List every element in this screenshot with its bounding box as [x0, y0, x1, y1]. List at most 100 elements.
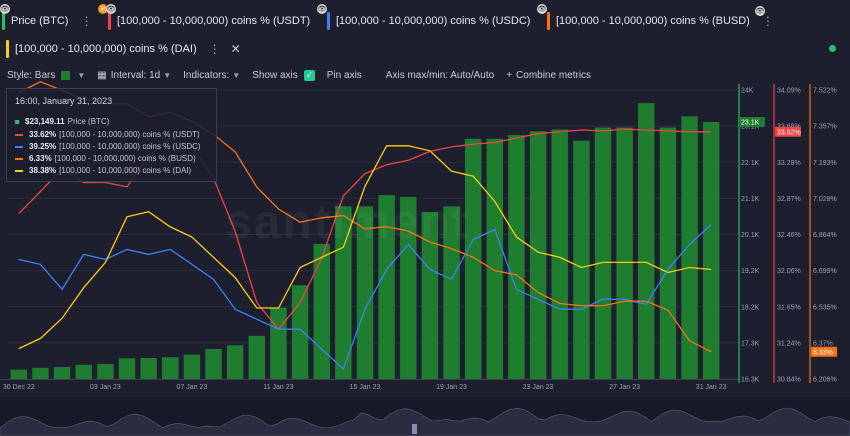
- close-icon[interactable]: ✕: [230, 42, 241, 56]
- chevron-down-icon[interactable]: ▼: [163, 70, 172, 80]
- price-bar: [573, 140, 590, 379]
- price-bar: [702, 121, 720, 380]
- combine-metrics-button[interactable]: Combine metrics: [516, 69, 592, 81]
- chevron-down-icon[interactable]: ▼: [77, 70, 86, 80]
- tab-color-bar: [108, 12, 111, 30]
- price-bar: [464, 138, 482, 379]
- tab-label: [100,000 - 10,000,000) coins % (BUSD): [556, 15, 750, 27]
- tab-price-btc[interactable]: Price (BTC) 👁 B ⋮: [0, 4, 108, 34]
- price-bar: [248, 335, 266, 379]
- more-options-icon[interactable]: ⋮: [208, 42, 221, 56]
- x-tick-label: 11 Jan 23: [263, 384, 293, 391]
- interval-selector[interactable]: Interval: 1d: [110, 69, 161, 81]
- y-tick-label: 7.522%: [813, 88, 837, 95]
- y-tick-label: 7.193%: [813, 160, 837, 167]
- y-tick-label: 19.2K: [741, 268, 760, 275]
- price-bar: [291, 285, 309, 379]
- series-swatch: [15, 119, 19, 124]
- live-status-dot: [829, 45, 836, 52]
- tooltip-label: [100,000 - 10,000,000) coins % (USDT): [59, 130, 200, 139]
- price-bar: [616, 127, 633, 379]
- price-bar: [356, 206, 374, 379]
- show-axis-label: Show axis: [252, 69, 298, 81]
- tab-color-bar: [6, 40, 9, 58]
- price-bar: [226, 345, 244, 379]
- tab-usdt[interactable]: [100,000 - 10,000,000) coins % (USDT) 👁 …: [106, 4, 334, 34]
- price-bar: [508, 135, 525, 379]
- price-bar: [205, 348, 222, 379]
- tooltip-value: 39.25%: [29, 142, 57, 151]
- y-tick-label: 6.864%: [813, 232, 837, 239]
- tooltip-row: 38.38% [100,000 - 10,000,000) coins % (D…: [15, 166, 191, 175]
- more-options-icon[interactable]: ⋮: [80, 14, 93, 28]
- eye-icon[interactable]: 👁: [106, 4, 116, 14]
- more-options-icon[interactable]: ⋮: [761, 14, 774, 28]
- tab-color-bar: [2, 12, 5, 30]
- navigator[interactable]: [0, 397, 850, 436]
- price-bar: [594, 127, 612, 379]
- tab-color-bar: [547, 12, 550, 30]
- y-tick-label: 32.46%: [777, 232, 801, 239]
- series-swatch: [15, 169, 23, 172]
- eye-icon[interactable]: 👁: [755, 6, 765, 16]
- style-selector[interactable]: Style: Bars: [7, 69, 56, 81]
- y-tick-label: 7.357%: [813, 124, 837, 131]
- tooltip-value: 33.62%: [29, 130, 57, 139]
- price-bar: [681, 116, 698, 379]
- y-tick-label: 20.1K: [741, 232, 760, 239]
- chart-toolbar: Style: Bars ▼ ▦ Interval: 1d ▼ Indicator…: [7, 67, 591, 83]
- series-swatch: [15, 145, 23, 148]
- navigator-sparkline: [0, 407, 850, 436]
- chevron-down-icon[interactable]: ▼: [232, 70, 241, 80]
- tooltip-row: 33.62% [100,000 - 10,000,000) coins % (U…: [15, 130, 200, 139]
- price-bar: [313, 243, 330, 379]
- eye-icon[interactable]: 👁: [0, 4, 10, 14]
- current-value-label: 6.33%: [813, 349, 833, 356]
- pin-axis-toggle[interactable]: Pin axis: [326, 69, 362, 81]
- tab-dai[interactable]: [100,000 - 10,000,000) coins % (DAI) ⋮ ✕: [6, 36, 241, 62]
- price-bar: [551, 129, 568, 379]
- tooltip-value: 6.33%: [29, 154, 52, 163]
- y-tick-label: 21.1K: [741, 196, 760, 203]
- price-bar: [140, 357, 157, 379]
- tooltip-label: [100,000 - 10,000,000) coins % (DAI): [59, 166, 192, 175]
- price-bar: [486, 138, 504, 379]
- price-bar: [10, 369, 28, 379]
- y-tick-label: 23.1K: [741, 124, 760, 131]
- y-tick-label: 24K: [741, 88, 754, 95]
- navigator-handle: [412, 424, 417, 434]
- tab-usdc[interactable]: [100,000 - 10,000,000) coins % (USDC) 👁 …: [317, 4, 554, 34]
- x-tick-label: 30 Dec 22: [3, 384, 35, 391]
- y-tick-label: 16.3K: [741, 377, 760, 384]
- plus-icon[interactable]: +: [506, 69, 513, 81]
- price-bar: [378, 195, 395, 379]
- price-bar: [97, 363, 114, 379]
- tooltip-label: [100,000 - 10,000,000) coins % (USDC): [59, 142, 201, 151]
- x-tick-label: 23 Jan 23: [523, 384, 554, 391]
- show-axis-checkbox[interactable]: ✓: [303, 69, 315, 81]
- y-tick-label: 6.535%: [813, 304, 837, 311]
- price-bars: [10, 103, 720, 380]
- tooltip-row: 39.25% [100,000 - 10,000,000) coins % (U…: [15, 142, 201, 151]
- price-bar: [32, 367, 49, 379]
- axis-max-min-selector[interactable]: Axis max/min: Auto/Auto: [385, 69, 495, 81]
- x-tick-label: 27 Jan 23: [609, 384, 640, 391]
- tab-busd[interactable]: [100,000 - 10,000,000) coins % (BUSD) 👁 …: [537, 4, 774, 34]
- y-tick-label: 32.06%: [777, 268, 801, 275]
- price-bar: [118, 358, 136, 379]
- series-line: [18, 145, 712, 350]
- y-tick-label: 30.84%: [777, 377, 801, 384]
- tab-label: [100,000 - 10,000,000) coins % (DAI): [15, 43, 197, 55]
- eye-icon[interactable]: 👁: [317, 4, 327, 14]
- series-swatch: [15, 133, 23, 136]
- x-tick-label: 03 Jan 23: [90, 384, 121, 391]
- tab-label: [100,000 - 10,000,000) coins % (USDC): [336, 15, 531, 27]
- tooltip-label: [100,000 - 10,000,000) coins % (BUSD): [54, 154, 196, 163]
- eye-icon[interactable]: 👁: [537, 4, 547, 14]
- y-tick-label: 31.65%: [777, 304, 801, 311]
- y-tick-label: 6.206%: [813, 377, 837, 384]
- color-swatch-icon[interactable]: [61, 70, 71, 80]
- price-bar: [443, 206, 460, 379]
- indicators-selector[interactable]: Indicators:: [183, 69, 230, 81]
